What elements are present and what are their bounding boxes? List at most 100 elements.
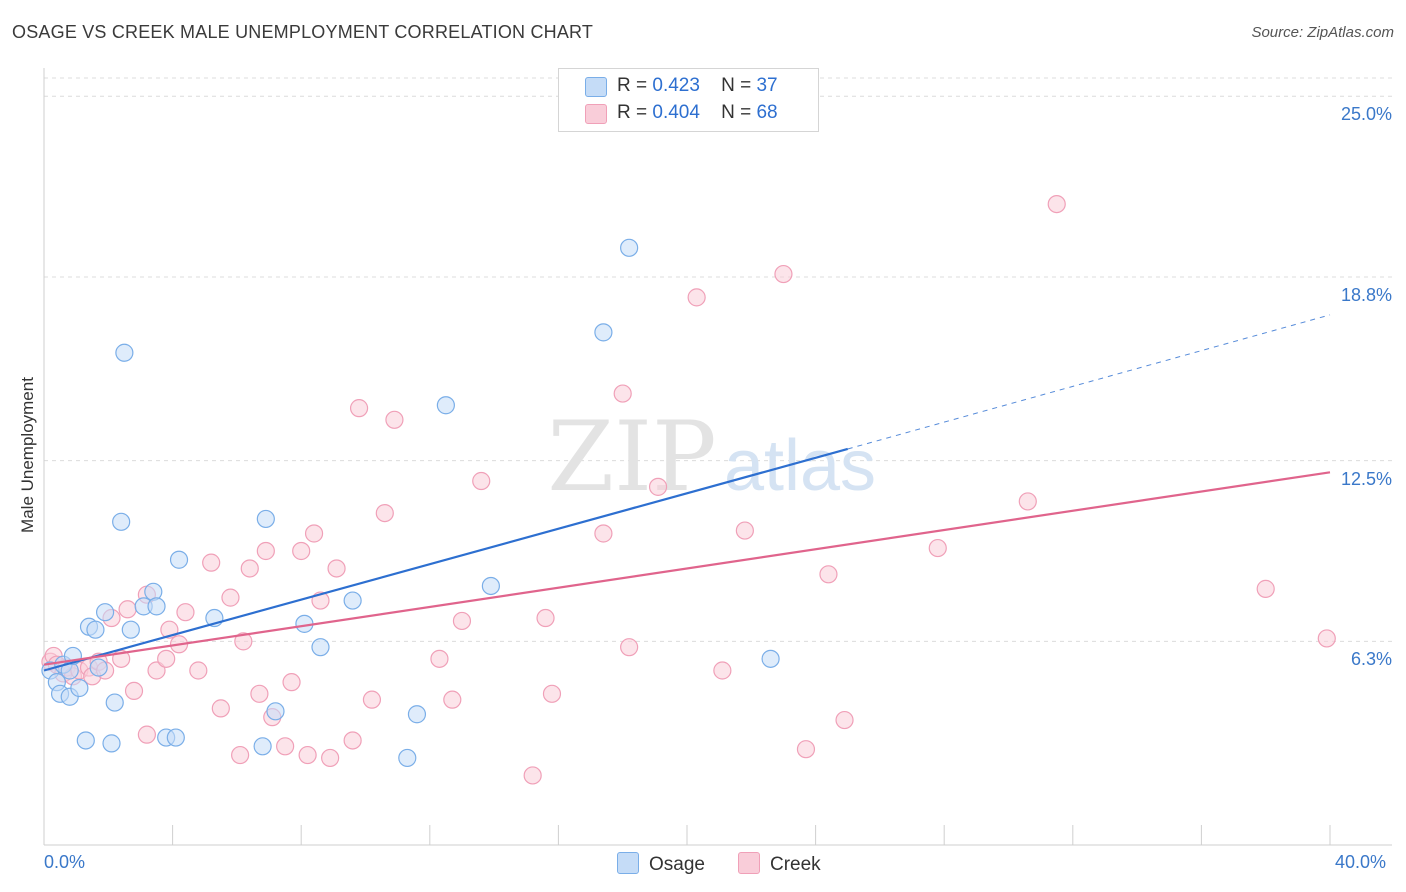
point-osage [70,678,89,698]
point-creek [189,661,208,680]
point-osage [112,512,131,531]
watermark-zip: ZIP [547,401,716,513]
point-osage [102,734,121,753]
point-osage [398,748,417,768]
point-creek [349,399,369,418]
point-creek [147,661,166,680]
point-creek [443,690,462,709]
legend-text-osage: R = 0.423 N = 37 [617,75,778,97]
point-creek [221,588,240,607]
point-creek [687,288,706,307]
point-osage [166,728,185,747]
trend-line-creek [43,471,1331,666]
point-creek [250,684,269,703]
point-creek [713,661,732,680]
point-creek [1018,492,1037,511]
point-creek [452,611,472,631]
point-osage [76,731,95,750]
watermark-atlas: atlas [724,426,876,506]
point-creek [343,731,362,750]
point-osage [95,603,115,622]
point-creek [211,699,230,718]
y-tick-label: 6.3% [1350,649,1392,670]
point-creek [1047,194,1066,214]
legend-swatch-osage [617,852,639,874]
y-tick-label: 25.0% [1340,104,1392,125]
point-creek [523,766,542,785]
watermark: ZIP atlas [547,401,876,513]
point-osage [311,638,330,657]
point-osage [256,509,275,529]
legend-swatch-creek [585,104,607,124]
point-creek [298,745,317,765]
point-osage [761,649,780,668]
point-osage [115,343,134,362]
point-osage [105,693,124,712]
point-creek [362,690,382,709]
point-creek [176,603,195,622]
point-creek [282,673,301,692]
point-creek [137,725,156,744]
point-creek [292,541,311,561]
point-creek [304,524,324,543]
point-creek [202,553,221,572]
stats-legend: R = 0.423 N = 37 R = 0.404 N = 68 [558,68,819,132]
point-creek [240,559,259,578]
point-creek [928,538,947,558]
point-creek [321,748,340,768]
axes [43,68,1392,846]
legend-swatch-creek [738,852,760,874]
point-creek [276,737,295,756]
point-creek [536,608,555,628]
point-creek [375,503,394,523]
point-osage [147,597,166,616]
point-creek [157,649,176,668]
x-tick-label-max: 40.0% [1335,852,1387,872]
point-creek [620,638,639,657]
source-label: Source: ZipAtlas.com [1251,24,1394,41]
n-label: N = [721,102,752,123]
n-label: N = [721,75,752,96]
point-osage [86,620,105,639]
point-creek [327,559,346,578]
x-tick-label-min: 0.0% [44,852,86,872]
point-osage [253,737,272,756]
point-creek [542,684,562,703]
point-osage [343,591,362,610]
point-creek [774,264,793,284]
point-creek [472,471,491,491]
data-points [41,194,1336,785]
point-creek [256,541,275,561]
r-value-creek: 0.404 [652,102,700,123]
legend-label-creek: Creek [770,854,821,875]
point-creek [613,384,632,403]
r-label: R = [617,102,648,123]
point-osage [407,705,427,724]
grid-lines [44,77,1392,642]
point-osage [121,620,140,639]
bottom-legend-osage[interactable]: Osage [617,852,705,876]
r-label: R = [617,75,648,96]
chart-title: OSAGE VS CREEK MALE UNEMPLOYMENT CORRELA… [12,22,594,42]
point-creek [124,681,144,701]
point-osage [169,550,189,569]
bottom-legend-creek[interactable]: Creek [738,852,821,876]
legend-label-osage: Osage [649,854,705,875]
point-creek [819,565,838,584]
point-osage [89,658,108,677]
point-creek [385,410,404,429]
point-osage [481,576,500,596]
point-creek [648,477,668,496]
r-value-osage: 0.423 [652,75,700,96]
point-creek [231,745,250,765]
point-osage [620,238,639,257]
n-value-osage: 37 [756,75,778,96]
legend-text-creek: R = 0.404 N = 68 [617,102,778,124]
point-osage [266,702,285,721]
trend-line-osage-projection [847,314,1331,450]
point-creek [594,524,613,543]
point-osage [594,323,613,342]
y-tick-label: 18.8% [1340,284,1392,305]
legend-swatch-osage [585,77,607,97]
